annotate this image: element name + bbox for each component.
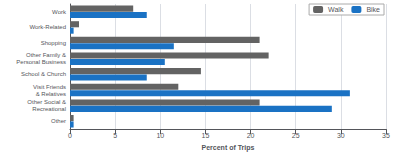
svg-text:25: 25 [292, 132, 300, 139]
svg-text:15: 15 [202, 132, 210, 139]
svg-text:10: 10 [156, 132, 164, 139]
svg-text:Other: Other [51, 118, 66, 124]
svg-text:Other Family &: Other Family & [26, 52, 66, 58]
svg-text:Work-Related: Work-Related [29, 24, 66, 30]
svg-text:Shopping: Shopping [41, 40, 66, 46]
svg-text:Work: Work [52, 9, 67, 15]
svg-text:35: 35 [382, 132, 390, 139]
svg-text:Personal Business: Personal Business [16, 59, 66, 65]
svg-text:Visit Friends: Visit Friends [33, 84, 66, 90]
svg-text:20: 20 [247, 132, 255, 139]
svg-text:Bike: Bike [366, 6, 380, 13]
svg-text:0: 0 [68, 132, 72, 139]
svg-text:Percent of Trips: Percent of Trips [202, 144, 255, 152]
svg-text:Walk: Walk [328, 6, 344, 13]
svg-text:5: 5 [113, 132, 117, 139]
svg-text:30: 30 [337, 132, 345, 139]
svg-text:School & Church: School & Church [21, 71, 66, 77]
svg-text:Recreational: Recreational [32, 106, 66, 112]
svg-text:Other Social &: Other Social & [27, 99, 66, 105]
svg-text:& Relatives: & Relatives [36, 91, 66, 97]
